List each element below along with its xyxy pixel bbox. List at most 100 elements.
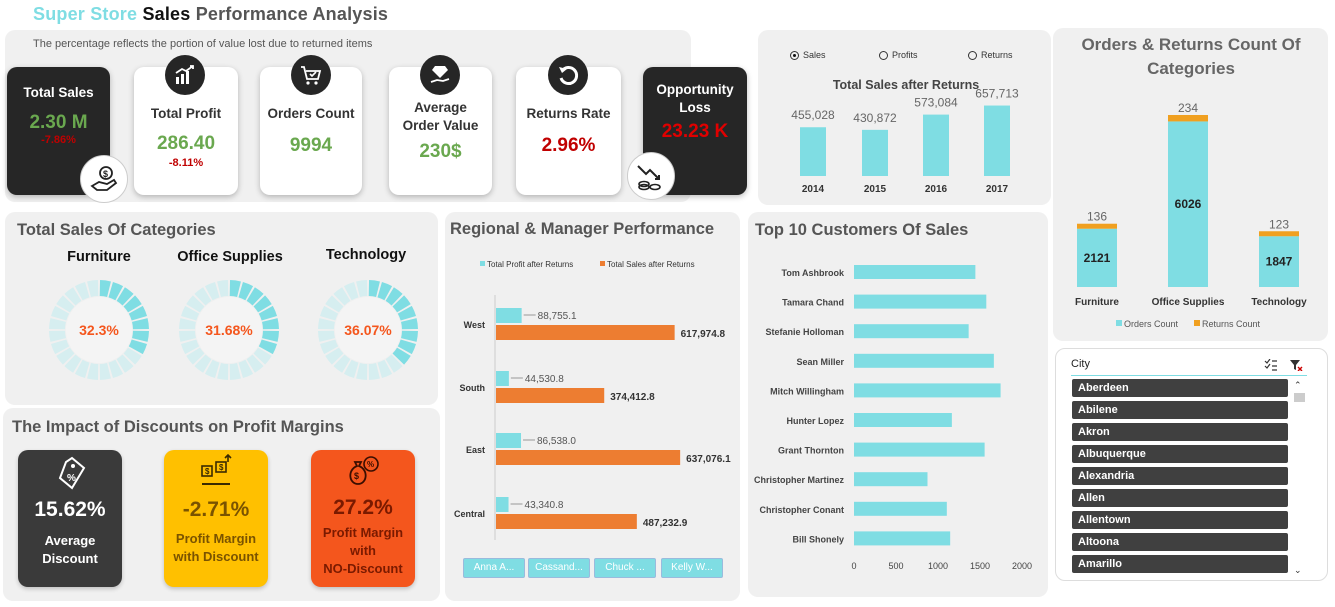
sales-value-label: 374,412.8: [610, 392, 655, 403]
radio-profits-dot[interactable]: [879, 50, 888, 60]
city-item[interactable]: Abilene: [1072, 401, 1288, 419]
year-bar: [923, 114, 949, 176]
customer-bar: [854, 413, 952, 427]
manager-button-3[interactable]: Chuck ...: [594, 558, 656, 578]
year-bar: [800, 127, 826, 176]
year-bar: [862, 129, 888, 176]
returns-value-label: 123: [1269, 217, 1289, 231]
donut-segment: [99, 363, 111, 380]
regional-panel: [445, 212, 740, 601]
city-item[interactable]: Alexandria: [1072, 467, 1288, 485]
customer-label: Tamara Chand: [782, 298, 844, 308]
svg-text:%: %: [67, 473, 76, 484]
regional-chart: Total Profit after Returns Total Sales af…: [454, 260, 731, 540]
profit-bar: [496, 308, 522, 323]
radio-sales[interactable]: Sales: [790, 50, 826, 60]
radio-returns-dot[interactable]: [968, 50, 977, 60]
city-item[interactable]: Allentown: [1072, 511, 1288, 529]
customer-label: Hunter Lopez: [787, 416, 845, 426]
customer-bar: [854, 442, 985, 457]
donut-segment: [56, 347, 75, 365]
sales-bar: [496, 514, 637, 529]
donut-segment: [397, 305, 417, 321]
clear-filter-icon[interactable]: [1289, 358, 1303, 376]
donut-segment: [180, 305, 200, 321]
city-item[interactable]: Albuquerque: [1072, 445, 1288, 463]
year-value-label: 657,713: [975, 87, 1019, 101]
customer-label: Christopher Martinez: [754, 475, 845, 485]
customer-bar: [854, 294, 987, 309]
donut-segment: [356, 280, 368, 297]
donut-segment: [238, 359, 254, 379]
orders-returns-chart: 2121 136 Furniture 6026 234 Office Supplies 18…: [1075, 101, 1307, 329]
returns-value-label: 136: [1087, 210, 1107, 224]
profit-bar: [496, 371, 509, 386]
city-item[interactable]: Aberdeen: [1072, 379, 1288, 397]
donut-segment: [318, 330, 335, 342]
kpi-returns-rate[interactable]: Returns Rate 2.96%: [516, 67, 621, 195]
donut-segment: [186, 295, 205, 313]
customer-x-tick: 1500: [970, 561, 990, 571]
year-sales-chart: Total Sales after Returns 455,028 2014 430,…: [791, 78, 1019, 195]
customer-x-tick: 1000: [928, 561, 948, 571]
profit-chart-icon: [165, 55, 205, 95]
orders-legend-swatch: [1116, 320, 1122, 326]
manager-button-4[interactable]: Kelly W...: [661, 558, 723, 578]
sales-value-label: 617,974.8: [681, 329, 726, 340]
kpi-opportunity-loss[interactable]: Opportunity Loss 23.23 K: [643, 67, 747, 195]
donut-segment: [108, 281, 124, 301]
money-growth-icon: $ $: [198, 453, 234, 493]
city-scrollbar[interactable]: ⌃ ⌄: [1292, 380, 1306, 578]
orders-value-label: 1847: [1266, 255, 1293, 269]
sales-bar: [496, 450, 681, 465]
radio-sales-dot[interactable]: [790, 50, 799, 60]
donut-center: [66, 297, 132, 363]
donut-segment: [50, 339, 70, 355]
scroll-thumb[interactable]: [1294, 393, 1305, 402]
svg-text:$: $: [354, 471, 359, 481]
orders-category-label: Office Supplies: [1152, 297, 1225, 308]
donut-segment: [377, 359, 393, 379]
discount-card-average[interactable]: % 15.62% Average Discount: [18, 450, 122, 587]
sales-value-label: 637,076.1: [686, 454, 731, 465]
donut-segment: [87, 280, 99, 297]
donut-percent-label: 31.68%: [205, 322, 253, 338]
manager-button-1[interactable]: Anna A...: [463, 558, 525, 578]
kpi-average-order[interactable]: Average Order Value 230$: [389, 67, 492, 195]
radio-profits[interactable]: Profits: [879, 50, 918, 60]
orders-bar: [1168, 121, 1208, 287]
discount-card-with-discount[interactable]: $ $ -2.71% Profit Margin with Discount: [164, 450, 268, 587]
donut-center: [196, 297, 262, 363]
customer-x-tick: 0: [851, 561, 856, 571]
donut-segment: [229, 363, 241, 380]
customer-label: Tom Ashbrook: [782, 268, 845, 278]
donut-segment: [116, 354, 134, 373]
donut-segment: [325, 295, 344, 313]
returns-legend-swatch: [1194, 320, 1200, 326]
profit-legend-swatch: [480, 261, 485, 266]
customer-label: Stefanie Holloman: [765, 327, 844, 337]
donut-segment: [385, 287, 403, 306]
donut-segment: [325, 347, 344, 365]
scroll-down-icon[interactable]: ⌄: [1294, 565, 1302, 575]
loss-coins-icon: [627, 152, 675, 200]
customer-label: Sean Miller: [796, 357, 844, 367]
city-item[interactable]: Amarillo: [1072, 555, 1288, 573]
radio-returns[interactable]: Returns: [968, 50, 1013, 60]
kpi-note: The percentage reflects the portion of v…: [33, 38, 373, 50]
discount-card-no-discount[interactable]: $% 27.2% Profit Margin with NO-Discount: [311, 450, 415, 587]
donut-segment: [258, 339, 278, 355]
regional-title: Regional & Manager Performance: [450, 220, 715, 238]
money-bag-chart-icon: $%: [345, 454, 381, 493]
donut-segment: [368, 280, 380, 297]
donut-segment: [385, 354, 403, 373]
orders-value-label: 2121: [1084, 251, 1111, 265]
multi-select-icon[interactable]: [1264, 358, 1278, 376]
city-item[interactable]: Akron: [1072, 423, 1288, 441]
city-item[interactable]: Altoona: [1072, 533, 1288, 551]
svg-text:$: $: [205, 467, 210, 476]
manager-button-2[interactable]: Cassand...: [528, 558, 590, 578]
scroll-up-icon[interactable]: ⌃: [1294, 380, 1302, 390]
donut-segment: [238, 281, 254, 301]
city-item[interactable]: Allen: [1072, 489, 1288, 507]
